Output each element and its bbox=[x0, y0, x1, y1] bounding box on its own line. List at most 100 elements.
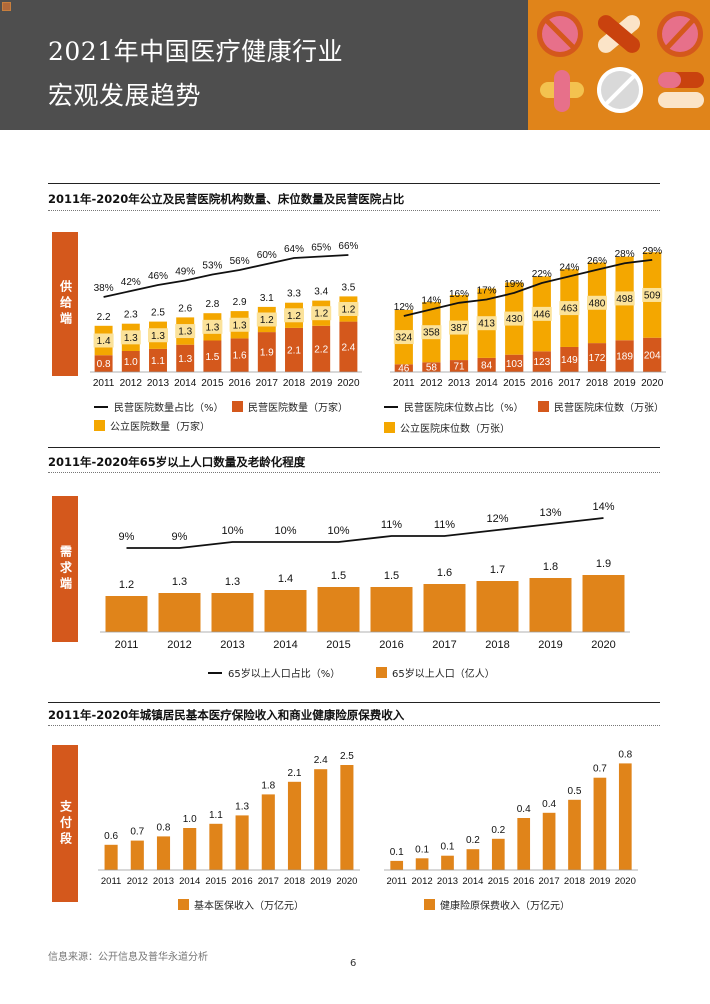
bar-public-label-bg bbox=[559, 301, 580, 316]
bar-value bbox=[340, 765, 354, 870]
bar-private-label: 58 bbox=[426, 363, 438, 374]
line-point-label: 29% bbox=[642, 246, 662, 257]
x-tick-label: 2012 bbox=[120, 378, 143, 389]
hospital-legend-public: 公立医院数量（万家） bbox=[94, 418, 210, 433]
bar-total-label: 2.3 bbox=[124, 310, 138, 321]
x-tick-label: 2012 bbox=[167, 639, 191, 651]
bar-public-label-bg bbox=[393, 330, 414, 345]
x-tick-label: 2011 bbox=[386, 876, 406, 887]
page-number: 6 bbox=[350, 958, 357, 969]
pill-round-red-icon bbox=[537, 11, 583, 57]
basic-legend: 基本医保收入（万亿元） bbox=[178, 897, 304, 912]
bar-private bbox=[257, 332, 276, 372]
x-tick-label: 2015 bbox=[201, 378, 224, 389]
line-point-label: 66% bbox=[338, 241, 358, 252]
bar-private bbox=[312, 325, 331, 372]
bar-private-label: 1.6 bbox=[233, 351, 247, 362]
bar-private bbox=[560, 346, 579, 372]
hospital-legend-public-label: 公立医院数量（万家） bbox=[110, 422, 210, 433]
x-tick-label: 2017 bbox=[558, 378, 581, 389]
bar-value-label: 0.1 bbox=[441, 842, 455, 853]
line-point-label: 60% bbox=[257, 250, 277, 261]
bar-elderly-label: 1.9 bbox=[596, 558, 611, 570]
commercial-legend: 健康险原保费收入（万亿元） bbox=[424, 897, 570, 912]
bar-private-label: 71 bbox=[453, 362, 465, 373]
bar-private-label: 1.1 bbox=[151, 356, 165, 367]
legend-bar-swatch bbox=[424, 899, 435, 910]
bar-public-label: 1.2 bbox=[341, 305, 355, 316]
bar-total-label: 3.3 bbox=[287, 289, 301, 300]
bar-public-label-bg bbox=[587, 295, 607, 310]
bar-public-label-bg bbox=[202, 319, 223, 334]
bar-public-label: 463 bbox=[561, 304, 578, 315]
pill-round-pink-icon bbox=[657, 11, 703, 57]
x-tick-label: 2018 bbox=[283, 378, 306, 389]
share-line bbox=[403, 259, 653, 317]
page-title-line-2: 宏观发展趋势 bbox=[48, 81, 202, 110]
commercial-legend-label: 健康险原保费收入（万亿元） bbox=[440, 901, 570, 912]
bar-public-label-bg bbox=[93, 333, 114, 348]
bar-elderly bbox=[529, 578, 572, 632]
line-point-label: 64% bbox=[284, 244, 304, 255]
bar-value-label: 0.6 bbox=[104, 831, 118, 842]
x-tick-label: 2016 bbox=[228, 378, 251, 389]
elderly-legend-line-label: 65岁以上人口占比（%） bbox=[228, 669, 341, 680]
bar-elderly-label: 1.2 bbox=[119, 579, 134, 591]
bar-public-label-bg bbox=[476, 316, 497, 331]
bar-value bbox=[287, 781, 302, 870]
bar-public-label: 1.3 bbox=[151, 331, 165, 342]
line-point-label: 11% bbox=[381, 519, 402, 531]
x-tick-label: 2012 bbox=[127, 876, 148, 887]
pill-plus-icon bbox=[540, 70, 584, 112]
share-line bbox=[103, 254, 349, 298]
bar-value bbox=[491, 838, 505, 870]
line-point-label: 46% bbox=[148, 271, 168, 282]
demand-tab-label: 需求端 bbox=[58, 545, 73, 593]
bar-value-label: 2.4 bbox=[314, 755, 328, 766]
section-1-title: 2011年-2020年公立及民营医院机构数量、床位数量及民营医院占比 bbox=[48, 192, 405, 206]
bar-private bbox=[339, 321, 358, 372]
section-1-rule bbox=[48, 183, 660, 184]
section-2-rule bbox=[48, 447, 660, 448]
x-tick-label: 2017 bbox=[432, 639, 456, 651]
x-tick-label: 2018 bbox=[586, 378, 609, 389]
bar-value bbox=[235, 815, 249, 870]
x-tick-label: 2020 bbox=[337, 378, 360, 389]
pill-illustration bbox=[528, 0, 710, 130]
bar-public-label: 1.3 bbox=[124, 333, 138, 344]
bar-public-label: 1.2 bbox=[314, 309, 328, 320]
bar-private bbox=[230, 338, 249, 372]
bar-value-label: 0.4 bbox=[542, 799, 556, 810]
legend-line-swatch bbox=[94, 405, 108, 408]
bar-public-label-bg bbox=[311, 306, 332, 321]
payment-tab-label: 支付段 bbox=[58, 799, 73, 848]
bar-private-label: 1.9 bbox=[260, 348, 274, 359]
x-tick-label: 2014 bbox=[462, 876, 483, 887]
bar-value-label: 1.3 bbox=[235, 801, 249, 812]
bar-elderly bbox=[105, 596, 148, 632]
bar-value-label: 0.1 bbox=[390, 847, 404, 858]
bar-private-label: 149 bbox=[561, 355, 578, 366]
bar-public-label-bg bbox=[614, 291, 635, 306]
bar-value-label: 0.7 bbox=[593, 764, 607, 775]
bar-private bbox=[643, 337, 662, 372]
bed-count-chart: 46 324 2011 12% 58 358 2012 14% 71 387 2013 16% 84 41… bbox=[390, 246, 666, 389]
bar-public-label: 480 bbox=[589, 298, 606, 309]
bar-public-label: 1.2 bbox=[287, 311, 301, 322]
line-point-label: 38% bbox=[94, 283, 114, 294]
corner-square-icon bbox=[2, 2, 11, 11]
elderly-chart: 1.2 2011 9% 1.3 2012 9% 1.3 2013 10% 1.4 2014 10% 1.… bbox=[100, 501, 630, 651]
supply-tab: 供给端 bbox=[52, 232, 78, 376]
bar-value bbox=[261, 794, 275, 870]
bed-legend-private: 民营医院床位数（万张） bbox=[538, 399, 664, 414]
bar-elderly bbox=[582, 575, 625, 632]
basic-insurance-chart: 0.6 2011 0.7 2012 0.8 2013 1.0 2014 1.1 2015 1.3 20… bbox=[98, 751, 360, 887]
line-point-label: 17% bbox=[477, 286, 497, 297]
bar-elderly-label: 1.3 bbox=[225, 576, 240, 588]
bar-public-label-bg bbox=[504, 311, 525, 326]
section-3-title: 2011年-2020年城镇居民基本医疗保险收入和商业健康险原保费收入 bbox=[48, 708, 405, 722]
line-point-label: 12% bbox=[394, 302, 414, 313]
x-tick-label: 2016 bbox=[379, 639, 403, 651]
x-tick-label: 2020 bbox=[615, 876, 636, 887]
line-point-label: 13% bbox=[539, 507, 561, 519]
